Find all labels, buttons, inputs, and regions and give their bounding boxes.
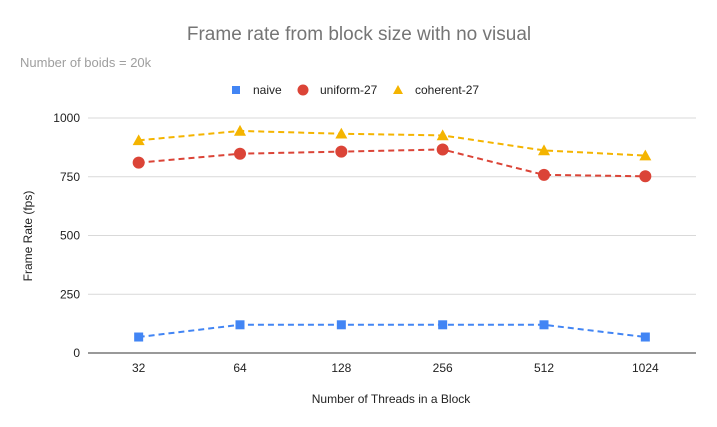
data-point xyxy=(336,320,346,330)
data-point xyxy=(235,320,245,330)
data-point xyxy=(539,320,549,330)
x-tick-label: 1024 xyxy=(632,361,659,375)
data-point xyxy=(134,332,144,342)
legend-label: naive xyxy=(253,83,282,97)
y-tick-label: 250 xyxy=(60,287,80,301)
data-point xyxy=(438,320,448,330)
chart-subtitle: Number of boids = 20k xyxy=(20,55,152,70)
legend-label: uniform-27 xyxy=(320,83,378,97)
legend-item: naive xyxy=(232,83,282,97)
series-line xyxy=(138,148,646,178)
gridlines xyxy=(88,117,696,354)
data-point xyxy=(335,145,348,158)
series-coherent-27 xyxy=(132,124,652,161)
data-point xyxy=(335,127,348,139)
legend-item: uniform-27 xyxy=(297,83,378,97)
x-tick-label: 64 xyxy=(233,361,247,375)
data-point xyxy=(639,170,652,183)
legend-marker xyxy=(393,85,403,94)
x-tick-label: 32 xyxy=(132,361,146,375)
series-naive xyxy=(134,320,650,342)
y-axis-ticks: 0 250 500 750 1000 xyxy=(53,111,80,360)
data-point xyxy=(436,129,449,141)
data-point xyxy=(234,147,246,160)
series-uniform-27 xyxy=(132,143,652,183)
series-line xyxy=(138,323,646,339)
data-point xyxy=(436,143,449,156)
x-tick-label: 256 xyxy=(433,361,453,375)
data-point xyxy=(538,168,550,181)
x-tick-label: 128 xyxy=(331,361,351,375)
y-tick-label: 0 xyxy=(73,346,80,360)
data-point xyxy=(132,156,145,169)
legend-item: coherent-27 xyxy=(393,83,479,97)
data-point xyxy=(639,149,652,161)
data-point xyxy=(538,144,550,156)
x-axis-label: Number of Threads in a Block xyxy=(312,392,472,406)
data-point xyxy=(132,134,145,146)
data-point xyxy=(640,332,650,342)
x-axis-ticks: 32 64 128 256 512 1024 xyxy=(132,361,659,375)
legend-marker xyxy=(232,86,240,94)
legend: naive uniform-27 coherent-27 xyxy=(232,83,479,97)
y-tick-label: 750 xyxy=(60,170,80,184)
y-tick-label: 1000 xyxy=(53,111,80,125)
series-layer xyxy=(132,124,652,342)
y-axis-label: Frame Rate (fps) xyxy=(21,191,35,282)
chart-title: Frame rate from block size with no visua… xyxy=(187,24,531,45)
x-tick-label: 512 xyxy=(534,361,554,375)
data-point xyxy=(234,124,246,136)
legend-label: coherent-27 xyxy=(415,83,479,97)
series-line xyxy=(138,129,646,157)
legend-marker xyxy=(297,84,309,96)
y-tick-label: 500 xyxy=(60,229,80,243)
